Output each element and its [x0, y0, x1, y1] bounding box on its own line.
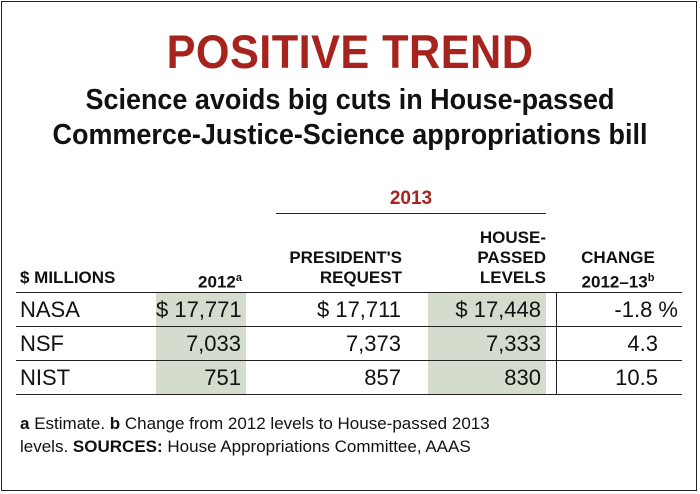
table-rule-top — [16, 292, 682, 293]
footnote-line1: a Estimate. b Change from 2012 levels to… — [20, 414, 490, 433]
row-nist-2012: 751 — [156, 361, 246, 394]
table-rule-row1 — [16, 326, 682, 327]
header-house-passed: HOUSE- PASSED LEVELS — [477, 228, 546, 287]
footnote: a Estimate. b Change from 2012 levels to… — [20, 412, 490, 458]
row-nsf-house: 7,333 — [428, 327, 546, 360]
chart-subtitle-line2: Commerce-Justice-Science appropriations … — [52, 119, 648, 151]
header-2012: 2012a — [198, 272, 242, 292]
table-rule-bottom — [16, 394, 682, 395]
row-nist-label: NIST — [20, 365, 71, 390]
group-header-rule — [276, 213, 546, 214]
change-column-divider — [556, 292, 557, 394]
row-nsf-2012: 7,033 — [156, 327, 246, 360]
row-nsf-request: 7,373 — [345, 331, 401, 356]
row-nist-request: 857 — [364, 365, 401, 390]
header-change: CHANGE 2012–13b — [581, 248, 655, 292]
group-header-2013: 2013 — [389, 188, 433, 209]
header-presidents-request: PRESIDENT'S REQUEST — [289, 248, 402, 287]
row-nsf-label: NSF — [20, 331, 64, 356]
chart-subtitle-line1: Science avoids big cuts in House-passed — [85, 84, 615, 116]
row-nist-change: 10.5 — [615, 365, 658, 390]
row-nasa-house: $ 17,448 — [428, 293, 546, 326]
row-nsf-change: 4.3 — [627, 331, 658, 356]
footnote-line2: levels. SOURCES: House Appropriations Co… — [20, 437, 471, 456]
header-millions: $ MILLIONS — [20, 268, 116, 287]
row-nasa-2012: $ 17,771 — [156, 293, 246, 326]
row-nasa-request: $ 17,711 — [316, 297, 401, 322]
row-nist-house: 830 — [428, 361, 546, 394]
table-rule-row2 — [16, 360, 682, 361]
row-nasa-label: NASA — [20, 297, 80, 322]
row-nasa-change: -1.8 % — [614, 297, 678, 322]
chart-title: POSITIVE TREND — [166, 25, 534, 78]
